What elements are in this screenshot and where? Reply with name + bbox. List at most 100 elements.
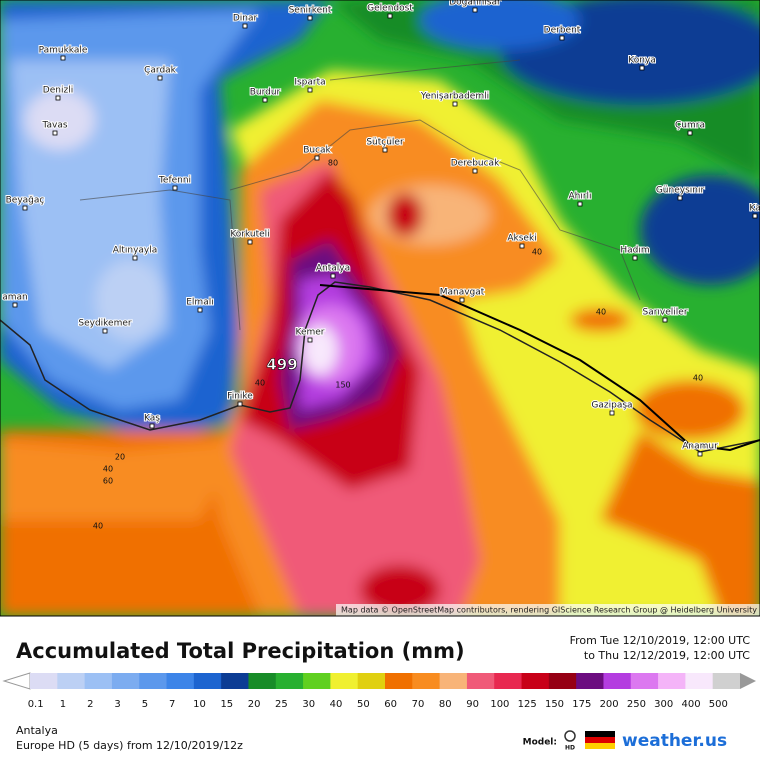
colorbar-label: 90: [466, 699, 479, 710]
colorbar-swatch: [439, 673, 468, 689]
contour-label: 150: [335, 381, 350, 390]
city-dot: [382, 147, 388, 153]
colorbar-label: 500: [709, 699, 728, 710]
city-dot: [559, 35, 565, 41]
period-from: From Tue 12/10/2019, 12:00 UTC: [570, 634, 751, 647]
colorbar-label: 7: [169, 699, 175, 710]
city-label: Çardak: [144, 66, 177, 76]
city-label: Akseki: [507, 234, 536, 244]
city-label: Sütçüler: [366, 138, 404, 148]
colorbar-swatch: [685, 673, 714, 689]
city-dot: [307, 337, 313, 343]
city-dot: [677, 195, 683, 201]
contour-label: 40: [103, 465, 113, 474]
colorbar-swatch: [221, 673, 249, 689]
colorbar-swatch: [275, 673, 304, 689]
legend-title: Accumulated Total Precipitation (mm): [16, 639, 465, 663]
colorbar-swatch: [303, 673, 331, 689]
colorbar-swatch: [357, 673, 386, 689]
city-label: Tefenni: [158, 176, 191, 186]
contour-label: 60: [103, 477, 113, 486]
city-label: Güneysınır: [656, 186, 705, 196]
city-dot: [197, 307, 203, 313]
city-label: Kaş: [144, 414, 160, 424]
city-dot: [102, 328, 108, 334]
city-label: Pamukkale: [39, 46, 88, 56]
city-label: Konya: [628, 56, 656, 66]
colorbar-swatch: [576, 673, 604, 689]
city-label: Anamur: [682, 442, 718, 452]
precip-field: [0, 0, 760, 616]
colorbar-swatch: [466, 673, 495, 689]
colorbar-label: 70: [412, 699, 425, 710]
city-label: Doğanhisar: [449, 0, 501, 8]
city-label: Antalya: [316, 264, 350, 274]
attribution-bg: [336, 604, 760, 616]
contour-label: 40: [93, 522, 103, 531]
colorbar-label: 400: [681, 699, 700, 710]
city-dot: [330, 273, 336, 279]
city-dot: [22, 205, 28, 211]
city-dot: [752, 213, 758, 219]
city-dot: [307, 15, 313, 21]
city-dot: [459, 297, 465, 303]
colorbar-label: 100: [490, 699, 509, 710]
colorbar-label: 1: [60, 699, 66, 710]
city-layer: Dinar Senirkent Gelendost Doğanhisar Derbent…: [1, 0, 760, 457]
city-dot: [452, 101, 458, 107]
colorbar-swatch: [521, 673, 550, 689]
city-dot: [247, 239, 253, 245]
brand: weather.us: [622, 731, 727, 751]
city-label: Gelendost: [367, 4, 413, 14]
model-icon: [564, 730, 576, 742]
model-label: Model:: [523, 738, 557, 748]
city-label: Beyağaç: [6, 196, 45, 206]
colorbar-label: 150: [545, 699, 564, 710]
colorbar-swatch: [57, 673, 86, 689]
city-dot: [609, 410, 615, 416]
city-label: Çumra: [675, 121, 705, 131]
city-dot: [52, 130, 58, 136]
attribution: Map data © OpenStreetMap contributors, r…: [341, 606, 757, 615]
model-badge: HD: [565, 745, 575, 752]
contour-label: 80: [328, 159, 338, 168]
city-dot: [687, 130, 693, 136]
city-dot: [472, 7, 478, 13]
contour-label: 20: [115, 453, 125, 462]
city-dot: [577, 201, 583, 207]
map: Dinar Senirkent Gelendost Doğanhisar Derbent…: [0, 0, 760, 616]
city-label: Derebucak: [451, 159, 500, 169]
city-dot: [132, 255, 138, 261]
city-dot: [60, 55, 66, 61]
city-label: Burdur: [250, 88, 281, 98]
city-label: Manavgat: [440, 288, 485, 298]
city-dot: [387, 13, 393, 19]
city-dot: [12, 302, 18, 308]
city-dot: [307, 87, 313, 93]
city-dot: [519, 243, 525, 249]
colorbar-label: 25: [275, 699, 288, 710]
coastline: [0, 281, 760, 453]
contour-label: 40: [693, 374, 703, 383]
city-label: Hadım: [620, 246, 649, 256]
colorbar-label: 175: [572, 699, 591, 710]
colorbar-swatch: [84, 673, 113, 689]
city-label: Dinar: [233, 14, 258, 24]
city-label: Senirkent: [289, 6, 332, 16]
colorbar-label: 10: [193, 699, 206, 710]
city-dot: [314, 155, 320, 161]
colorbar-swatch: [548, 673, 577, 689]
colorbar-label: 15: [220, 699, 233, 710]
city-label: Elmalı: [186, 298, 213, 308]
city-dot: [662, 317, 668, 323]
colorbar-swatch: [30, 673, 58, 689]
colorbar: 0.1 1 2 3 5 7 10 15 20 25 30 40 50 60 70 80 90 100 125 150 1…: [2, 672, 756, 710]
city-dot: [242, 23, 248, 29]
contour-label: 40: [532, 248, 542, 257]
city-label: aman: [2, 293, 28, 303]
province-border: [319, 284, 760, 452]
colorbar-swatch: [330, 673, 359, 689]
colorbar-label: 250: [627, 699, 646, 710]
